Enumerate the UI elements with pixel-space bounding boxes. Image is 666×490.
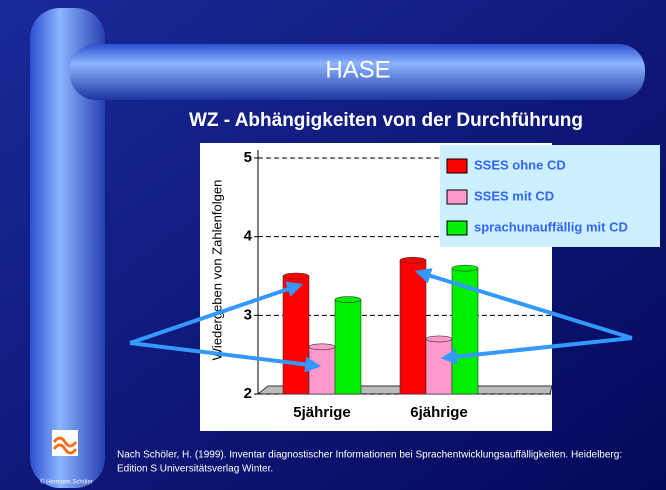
y-tick-label: 3	[244, 306, 252, 323]
bar	[283, 276, 309, 394]
copyright: © Hermann Schöler	[40, 479, 93, 486]
bar	[400, 260, 426, 394]
y-tick-label: 5	[244, 149, 252, 166]
bar-cap	[309, 344, 335, 350]
legend-swatch	[447, 159, 467, 173]
legend-label: sprachunauffällig mit CD	[474, 219, 628, 234]
x-tick-label: 6jährige	[410, 404, 468, 421]
bar-cap	[283, 273, 309, 279]
legend-swatch	[447, 190, 467, 204]
bar-cap	[400, 257, 426, 263]
slide: HASE WZ - Abhängigkeiten von der Durchfü…	[0, 0, 666, 490]
bar-cap	[452, 265, 478, 271]
logo	[52, 430, 78, 456]
y-tick-label: 2	[244, 385, 252, 402]
header: HASE	[325, 56, 390, 83]
bar	[426, 339, 452, 394]
footnote: Edition S Universitätsverlag Winter.	[117, 464, 273, 475]
footnote: Nach Schöler, H. (1999). Inventar diagno…	[117, 450, 622, 461]
legend-label: SSES ohne CD	[474, 157, 566, 172]
legend-swatch	[447, 221, 467, 235]
bar-cap	[426, 336, 452, 342]
chart-title: WZ - Abhängigkeiten von der Durchführung	[189, 110, 583, 131]
bar	[309, 347, 335, 394]
x-tick-label: 5jährige	[293, 404, 351, 421]
bar-cap	[335, 297, 361, 303]
y-tick-label: 4	[244, 228, 253, 245]
y-axis-title: Wiedergeben von Zahlenfolgen	[209, 180, 224, 361]
legend-label: SSES mit CD	[474, 188, 554, 203]
bar	[335, 300, 361, 394]
